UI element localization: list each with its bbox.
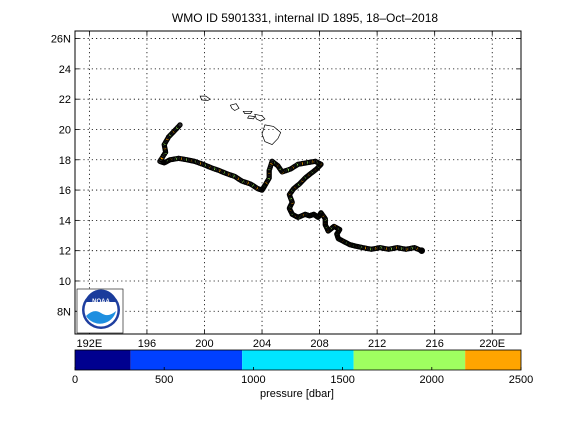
colorbar-tick-label: 1500 [330,374,354,386]
lat-tick-label: 16 [59,185,71,197]
colorbar-frame [74,349,522,371]
lat-tick-label: 12 [59,246,71,258]
float-trajectory [157,122,426,254]
colorbar-tick-label: 2000 [420,374,444,386]
lon-tick-label: 192E [77,338,103,350]
lon-tick-label: 216 [425,338,443,350]
latitude-tick-labels: 8N 10 12 14 16 18 20 22 24 26N [51,34,71,319]
profile-point [177,122,183,128]
island-outline [254,113,266,122]
island-outline [242,110,253,114]
lon-tick-label: 208 [310,338,328,350]
colorbar-tick-label: 0 [72,374,78,386]
colorbar-tick-label: 500 [155,374,173,386]
hawaii-islands [199,95,282,146]
map-frame [74,30,522,335]
island-outline [261,124,282,146]
lon-tick-label: 196 [138,338,156,350]
lat-tick-label: 20 [59,124,71,136]
map-grid [75,31,521,334]
final-position-point [418,247,426,254]
colorbar-tick-labels: 0 500 1000 1500 2000 2500 [72,374,533,386]
lat-tick-label: 8N [57,306,71,318]
lat-tick-label: 14 [59,215,71,227]
colorbar-tick-label: 1000 [241,374,265,386]
lat-tick-label: 10 [59,276,71,288]
lon-tick-label: 204 [253,338,271,350]
lon-tick-label: 212 [368,338,386,350]
colorbar-segment [130,350,243,370]
lat-tick-label: 22 [59,94,71,106]
lat-tick-label: 26N [51,34,71,46]
noaa-logo-text: NOAA [92,299,110,305]
lat-tick-label: 24 [59,64,71,76]
colorbar-segment [353,350,466,370]
colorbar-segment [465,350,521,370]
lon-tick-label: 200 [195,338,213,350]
colorbar-segment [242,350,354,370]
lat-tick-label: 18 [59,155,71,167]
longitude-tick-labels: 192E 196 200 204 208 212 216 220E [77,338,506,350]
noaa-logo: NOAA [76,288,124,334]
island-outline [229,103,240,111]
colorbar-label: pressure [dbar] [260,388,334,400]
chart-title: WMO ID 5901331, internal ID 1895, 18–Oct… [172,11,438,25]
colorbar-segment [75,350,131,370]
island-outline [199,95,211,102]
lon-tick-label: 220E [479,338,505,350]
colorbar [74,349,522,371]
colorbar-tick-label: 2500 [509,374,533,386]
island-outline [247,115,256,120]
